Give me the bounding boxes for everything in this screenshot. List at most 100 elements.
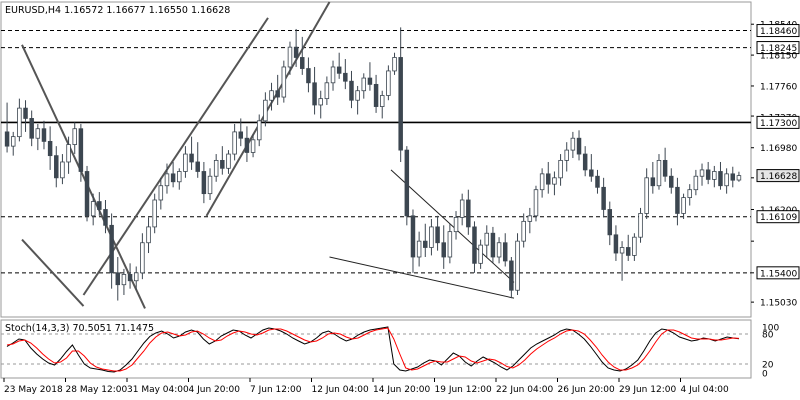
candle-16 <box>103 199 108 234</box>
time-label-9: 26 Jun 20:00 <box>558 385 615 395</box>
candle-body <box>115 272 121 286</box>
candle-body <box>601 186 606 210</box>
price-label-box-8 <box>756 169 800 183</box>
candle-42 <box>263 92 268 127</box>
candle-75 <box>466 189 471 235</box>
candle-body <box>306 68 311 84</box>
candle-76 <box>472 221 477 273</box>
candle-body <box>183 153 188 172</box>
price-label-box-2 <box>756 41 800 55</box>
price-label-8: 1.16628 <box>760 172 797 182</box>
candle-48 <box>300 36 305 75</box>
candle-body <box>687 189 692 199</box>
candle-body <box>410 215 416 258</box>
candle-17 <box>109 213 114 289</box>
candle-20 <box>127 263 133 289</box>
candle-53 <box>330 60 336 91</box>
candle-34 <box>213 154 219 182</box>
time-label-7: 19 Jun 12:00 <box>435 385 492 395</box>
candle-62 <box>386 65 391 101</box>
trendline-4 <box>390 169 515 283</box>
candle-body <box>478 244 483 264</box>
candle-12 <box>78 123 84 182</box>
candle-body <box>269 90 274 101</box>
candle-body <box>515 240 520 291</box>
candle-51 <box>318 90 323 119</box>
candle-body <box>656 159 662 187</box>
candle-4 <box>29 110 34 147</box>
candle-25 <box>158 177 164 210</box>
candle-body <box>490 232 496 258</box>
candle-body <box>521 220 526 242</box>
candle-body <box>404 149 410 217</box>
candle-39 <box>244 126 250 162</box>
price-label-box-6 <box>756 115 800 129</box>
candle-body <box>576 137 582 155</box>
candle-body <box>90 201 96 217</box>
candle-body <box>146 226 151 244</box>
candle-body <box>558 159 563 179</box>
candle-28 <box>177 168 182 190</box>
candle-92 <box>570 131 576 159</box>
candle-body <box>35 128 41 139</box>
candle-100 <box>619 241 625 281</box>
candle-73 <box>453 211 459 240</box>
price-panel[interactable]: EURUSD,H4 1.16572 1.16677 1.16550 1.1662… <box>0 1 752 318</box>
candle-13 <box>84 165 90 222</box>
candle-96 <box>595 169 600 194</box>
candle-body <box>472 226 477 264</box>
candle-body <box>60 161 65 179</box>
time-label-6: 14 Jun 20:00 <box>373 385 430 395</box>
candle-body <box>367 77 373 85</box>
candle-body <box>386 70 391 96</box>
candle-105 <box>650 161 656 194</box>
candle-body <box>244 137 250 153</box>
candle-body <box>466 199 471 228</box>
candle-body <box>552 177 557 185</box>
price-label-4: 1.17760 <box>760 82 797 92</box>
candle-10 <box>66 136 71 174</box>
candle-94 <box>582 146 588 177</box>
chart-title: EURUSD,H4 1.16572 1.16677 1.16550 1.1662… <box>5 5 230 16</box>
candle-body <box>355 90 360 101</box>
candle-58 <box>361 73 367 99</box>
stochastic-levels <box>1 333 751 365</box>
candle-108 <box>669 168 674 194</box>
candle-33 <box>207 168 213 200</box>
candle-2 <box>17 98 22 142</box>
candle-body <box>533 189 539 217</box>
candle-114 <box>705 161 711 185</box>
candle-body <box>281 66 287 98</box>
candle-68 <box>423 223 428 257</box>
candle-body <box>373 83 379 107</box>
stoch-series-0 <box>6 326 740 373</box>
candle-body <box>416 240 422 258</box>
candle-9 <box>60 154 65 185</box>
price-label-box-11 <box>756 266 800 280</box>
candle-body <box>287 46 293 68</box>
candle-117 <box>724 168 729 194</box>
price-label-6: 1.17300 <box>760 119 797 129</box>
candle-body <box>429 226 434 248</box>
candle-106 <box>656 154 662 190</box>
candle-body <box>392 57 397 72</box>
candle-71 <box>441 225 446 269</box>
candle-107 <box>662 147 668 182</box>
stoch-axis-label-2: 20 <box>762 361 774 371</box>
candle-72 <box>447 223 453 264</box>
candle-body <box>662 159 668 177</box>
trendline-5 <box>329 256 515 299</box>
candle-95 <box>589 154 594 182</box>
candle-63 <box>392 52 397 75</box>
candle-67 <box>416 231 422 267</box>
candle-body <box>564 149 569 161</box>
time-label-1: 28 May 12:00 <box>66 385 128 395</box>
candle-body <box>736 175 742 181</box>
candle-body <box>250 139 256 153</box>
candle-body <box>121 274 127 286</box>
candle-35 <box>220 146 225 175</box>
candle-26 <box>164 163 170 194</box>
candle-body <box>232 131 237 155</box>
candle-body <box>644 177 649 214</box>
